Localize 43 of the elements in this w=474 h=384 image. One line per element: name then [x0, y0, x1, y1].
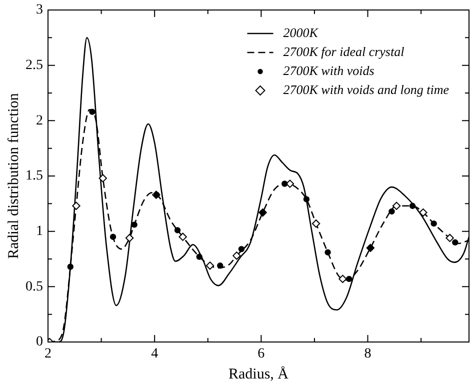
point — [409, 202, 416, 209]
point — [217, 262, 224, 269]
point — [125, 234, 134, 242]
point — [238, 246, 245, 252]
point — [131, 222, 138, 228]
y-tick-label: 0.5 — [26, 279, 43, 294]
point — [446, 234, 454, 242]
point — [303, 196, 310, 202]
y-tick-label: 1.5 — [26, 168, 43, 184]
x-tick-label: 6 — [258, 346, 265, 362]
point — [110, 234, 116, 240]
point — [196, 254, 202, 260]
point — [72, 202, 80, 210]
x-axis-title: Radius, Å — [228, 365, 289, 382]
point — [206, 262, 214, 270]
point — [232, 252, 241, 260]
legend-label: 2000K — [283, 24, 320, 40]
point — [282, 180, 288, 187]
point — [178, 232, 187, 241]
point — [89, 108, 96, 115]
y-axis-title: Radial distribution function — [6, 92, 22, 259]
legend-label: 2700K with voids — [283, 62, 374, 78]
y-tick-label: 2.5 — [26, 58, 43, 74]
y-tick-label: 2 — [36, 113, 43, 128]
y-tick-label: 3 — [36, 2, 43, 18]
point — [346, 276, 352, 282]
point — [67, 264, 74, 270]
point — [388, 208, 395, 215]
point — [174, 227, 181, 234]
y-tick-label: 0 — [36, 334, 43, 350]
y-tick-label: 1 — [36, 224, 43, 240]
x-tick-label: 4 — [151, 346, 158, 362]
point — [312, 219, 320, 228]
point — [324, 249, 331, 256]
legend-label: 2700K with voids and long time — [283, 82, 450, 97]
x-tick-label: 8 — [364, 346, 372, 362]
point — [419, 208, 428, 217]
point — [430, 220, 437, 227]
point — [98, 174, 107, 182]
point — [338, 274, 347, 284]
point — [452, 239, 458, 246]
legend-label: 2700K for ideal crystal — [283, 44, 405, 59]
point — [392, 202, 401, 210]
